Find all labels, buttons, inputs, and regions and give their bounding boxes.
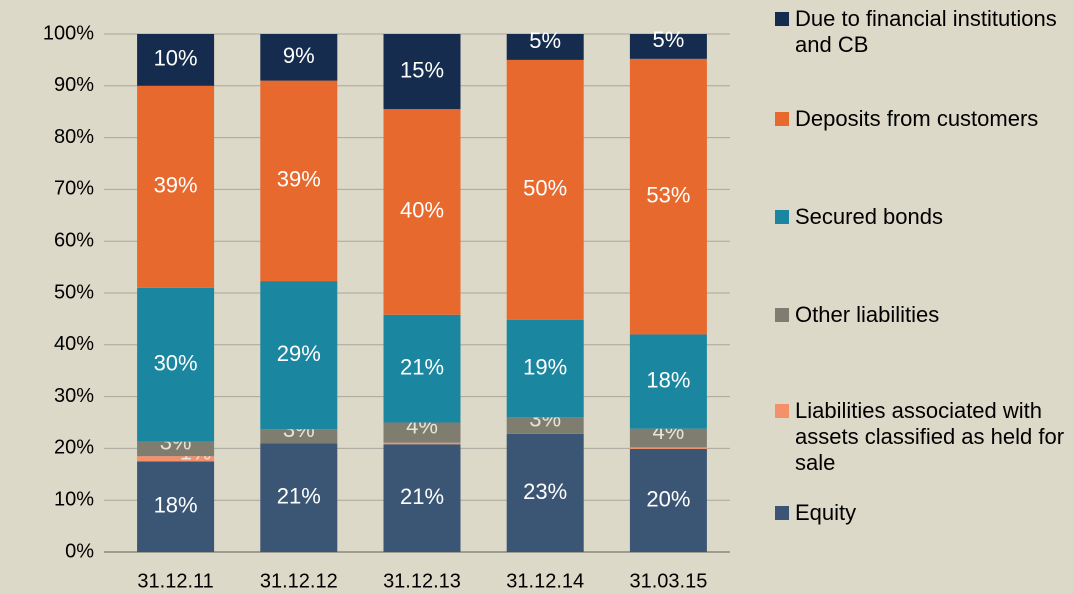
bar-segment: [506, 319, 584, 418]
data-label: 30%: [154, 351, 198, 376]
bar-segment: [506, 59, 584, 320]
legend-label: Equity: [795, 500, 857, 525]
data-label: 21%: [400, 484, 444, 509]
data-label: 39%: [154, 173, 198, 198]
bar-segment: [506, 417, 584, 434]
bar-segment: [137, 456, 215, 462]
bar-segment: [137, 287, 215, 442]
bar-segment: [629, 448, 707, 552]
x-tick-label: 31.12.14: [506, 570, 584, 592]
y-tick-label: 30%: [54, 385, 94, 407]
bar-segment: [506, 433, 584, 552]
bar-segment: [383, 109, 461, 315]
data-label: 18%: [154, 492, 198, 517]
legend-swatch: [775, 404, 789, 418]
bar-segment: [137, 461, 215, 552]
y-tick-label: 0%: [65, 540, 94, 562]
bar-segment: [260, 443, 338, 552]
data-label: 10%: [154, 46, 198, 71]
data-label: 15%: [400, 57, 444, 82]
data-label: 29%: [277, 341, 321, 366]
y-tick-label: 90%: [54, 74, 94, 96]
legend-label: Deposits from customers: [795, 106, 1039, 131]
bar-segment: [260, 429, 338, 444]
data-label: 21%: [400, 354, 444, 379]
bar-segment: [629, 447, 707, 449]
data-label: 18%: [646, 367, 690, 392]
legend-swatch: [775, 112, 789, 126]
bar-segment: [629, 334, 707, 429]
legend-label: Other liabilities: [795, 302, 940, 327]
y-tick-label: 50%: [54, 281, 94, 303]
data-label: 50%: [523, 176, 567, 201]
y-tick-label: 60%: [54, 229, 94, 251]
bar-segment: [383, 442, 461, 445]
bar-segment: [629, 34, 707, 59]
y-tick-label: 70%: [54, 178, 94, 200]
bar-segment: [260, 281, 338, 430]
legend-swatch: [775, 506, 789, 520]
bar-segment: [383, 34, 461, 110]
data-label: 39%: [277, 167, 321, 192]
x-tick-label: 31.12.12: [260, 570, 338, 592]
bar-segment: [383, 314, 461, 423]
legend-item: Other liabilities: [775, 302, 1065, 328]
bar-segment: [506, 34, 584, 60]
bar-segment: [137, 34, 215, 86]
data-label: 40%: [400, 198, 444, 223]
x-tick-label: 31.12.13: [383, 570, 461, 592]
legend-item: Secured bonds: [775, 204, 1065, 230]
bar-segment: [629, 428, 707, 448]
data-label: 19%: [523, 354, 567, 379]
legend-label: Due to financial institutions and CB: [795, 6, 1057, 57]
legend-label: Secured bonds: [795, 204, 943, 229]
legend-swatch: [775, 308, 789, 322]
legend-item: Due to financial institutions and CB: [775, 6, 1065, 58]
legend-swatch: [775, 12, 789, 26]
legend-label: Liabilities associated with assets class…: [795, 398, 1065, 475]
data-label: 9%: [283, 43, 315, 68]
bar-segment: [260, 34, 338, 81]
data-label: 5%: [653, 27, 685, 52]
bar-segment: [629, 58, 707, 335]
y-tick-label: 100%: [43, 22, 94, 44]
bar-segment: [137, 441, 215, 457]
data-label: 20%: [646, 486, 690, 511]
y-tick-label: 20%: [54, 437, 94, 459]
legend-item: Equity: [775, 500, 1065, 526]
y-tick-label: 10%: [54, 488, 94, 510]
data-label: 5%: [529, 28, 561, 53]
bar-segment: [260, 80, 338, 282]
legend-swatch: [775, 210, 789, 224]
bar-segment: [137, 85, 215, 288]
legend-item: Liabilities associated with assets class…: [775, 398, 1065, 476]
bar-segment: [383, 422, 461, 443]
x-tick-label: 31.03.15: [629, 570, 707, 592]
y-tick-label: 40%: [54, 333, 94, 355]
y-tick-label: 80%: [54, 126, 94, 148]
data-label: 21%: [277, 483, 321, 508]
x-tick-label: 31.12.11: [137, 570, 213, 592]
bar-segment: [383, 444, 461, 552]
legend-item: Deposits from customers: [775, 106, 1065, 132]
data-label: 53%: [646, 182, 690, 207]
data-label: 23%: [523, 479, 567, 504]
